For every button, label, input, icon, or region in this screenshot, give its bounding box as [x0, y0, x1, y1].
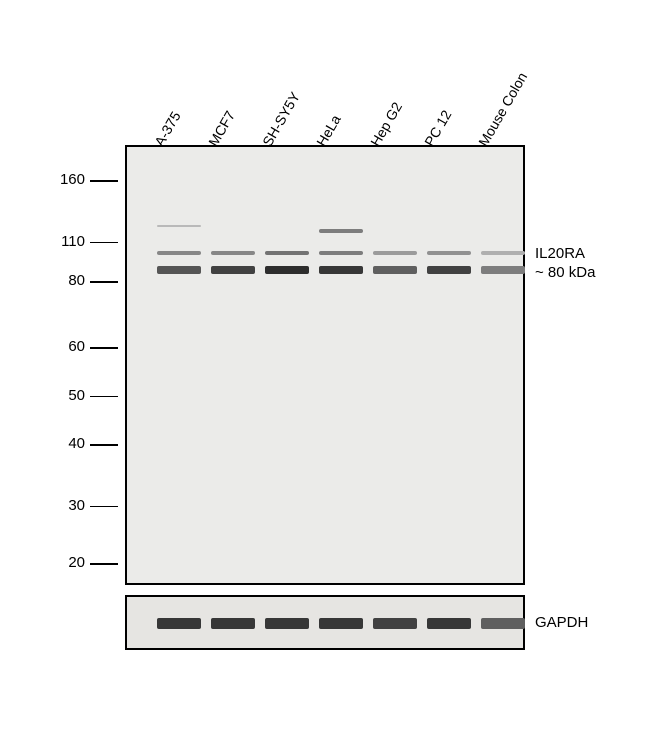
band	[265, 618, 309, 629]
mw-marker-label: 110	[45, 233, 85, 250]
mw-tick	[90, 506, 118, 508]
mw-marker-label: 30	[45, 497, 85, 514]
mw-marker-label: 50	[45, 387, 85, 404]
gapdh-blot	[125, 595, 525, 650]
band	[265, 251, 309, 255]
band	[427, 266, 471, 274]
lane-label: Mouse Colon	[475, 70, 530, 149]
band	[157, 266, 201, 274]
band	[157, 618, 201, 629]
band	[481, 251, 525, 255]
band	[319, 618, 363, 629]
mw-marker-label: 60	[45, 338, 85, 355]
main-blot	[125, 145, 525, 585]
band	[481, 618, 525, 629]
target-label: IL20RA	[535, 245, 585, 262]
mw-tick	[90, 444, 118, 446]
band	[157, 251, 201, 255]
loading-control-label: GAPDH	[535, 614, 588, 631]
band	[481, 266, 525, 274]
lane-label: PC 12	[421, 107, 454, 149]
mw-marker-label: 20	[45, 554, 85, 571]
band	[373, 251, 417, 255]
band	[319, 229, 363, 233]
target-mw-label: ~ 80 kDa	[535, 264, 595, 281]
band	[157, 225, 201, 227]
band	[373, 266, 417, 274]
mw-tick	[90, 396, 118, 398]
band	[265, 266, 309, 274]
mw-tick	[90, 281, 118, 283]
band	[427, 618, 471, 629]
lane-label: A-375	[151, 109, 184, 149]
band	[319, 251, 363, 255]
band	[319, 266, 363, 274]
mw-marker-label: 160	[45, 171, 85, 188]
band	[211, 266, 255, 274]
band	[211, 251, 255, 255]
lane-label: MCF7	[205, 108, 238, 149]
lane-label: SH-SY5Y	[259, 89, 303, 149]
mw-marker-label: 80	[45, 272, 85, 289]
mw-marker-label: 40	[45, 435, 85, 452]
mw-tick	[90, 242, 118, 244]
band	[373, 618, 417, 629]
mw-tick	[90, 180, 118, 182]
mw-tick	[90, 347, 118, 349]
lane-label: HeLa	[313, 112, 344, 149]
band	[427, 251, 471, 255]
lane-label: Hep G2	[367, 99, 405, 149]
mw-tick	[90, 563, 118, 565]
band	[211, 618, 255, 629]
